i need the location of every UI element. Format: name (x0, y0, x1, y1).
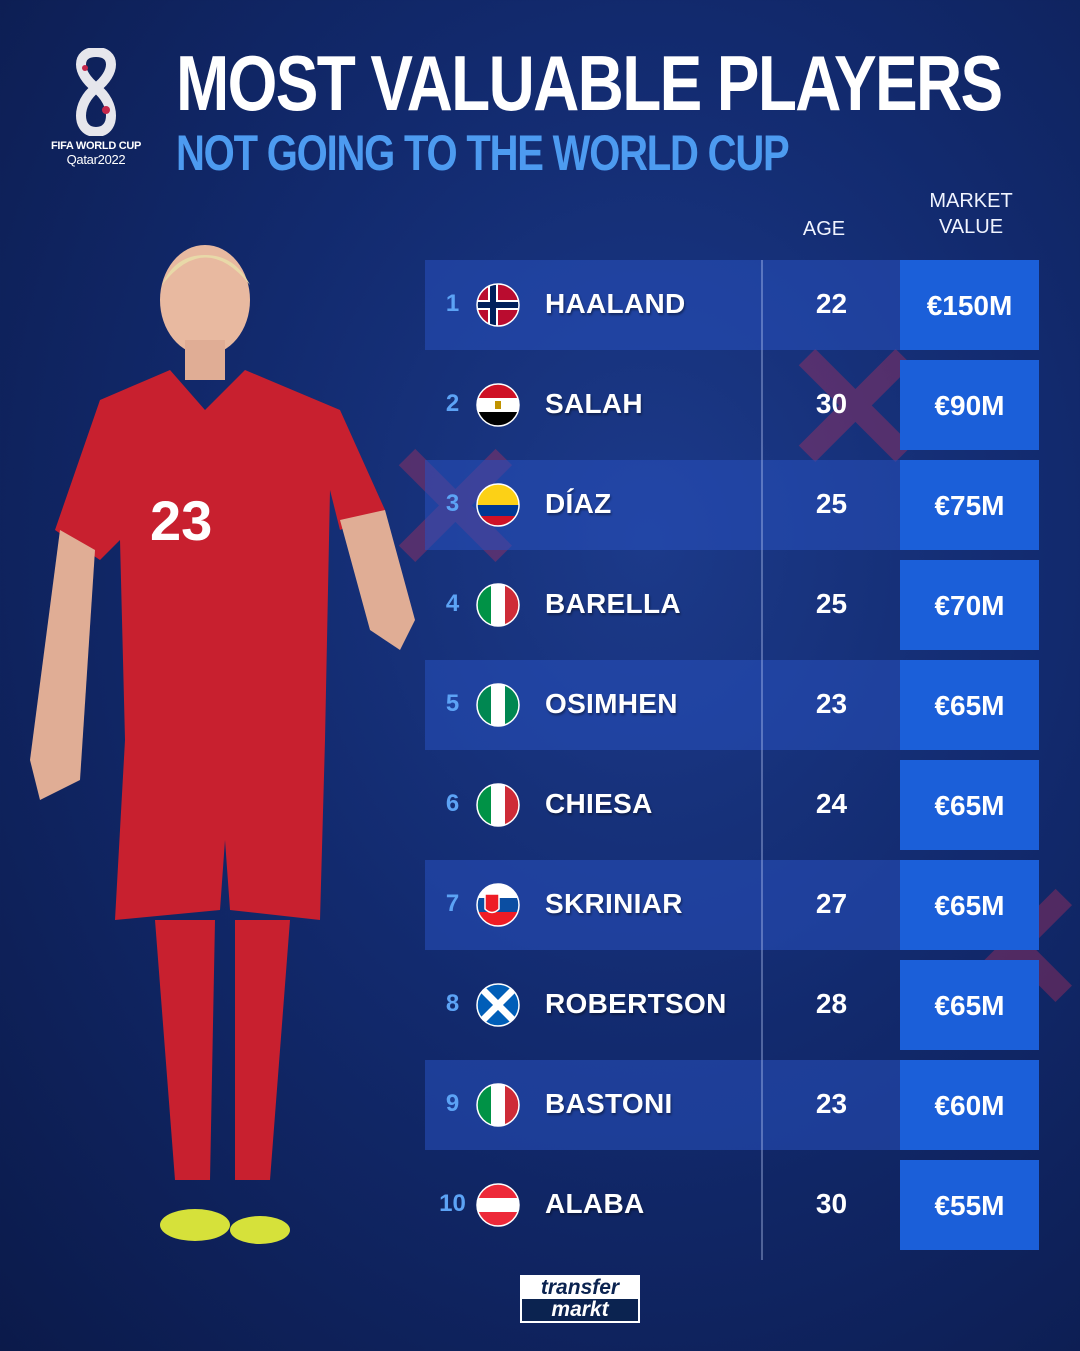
player-market-value: €55M (900, 1160, 1039, 1250)
column-divider (761, 260, 763, 360)
logo-line2: Qatar2022 (66, 152, 126, 167)
player-row: 4 BARELLA 25 €70M (425, 560, 1039, 660)
column-divider (761, 560, 763, 660)
player-rank: 8 (445, 990, 460, 1017)
player-market-value: €75M (900, 460, 1039, 550)
flag-nigeria-icon (476, 683, 520, 727)
fifa-world-cup-logo: FIFA WORLD CUP Qatar2022 (44, 48, 148, 167)
column-divider (761, 760, 763, 860)
logo-line1: FIFA WORLD CUP (50, 140, 142, 152)
market-value-header-line1: MARKET (929, 190, 1013, 212)
player-name: SKRINIAR (545, 888, 683, 919)
player-rank: 1 (445, 290, 460, 317)
player-market-value: €65M (900, 760, 1039, 850)
column-divider (761, 1060, 763, 1160)
player-age: 25 (815, 588, 848, 619)
player-name: OSIMHEN (545, 688, 678, 719)
player-market-value: €65M (900, 960, 1039, 1050)
column-divider (761, 960, 763, 1060)
player-rank: 6 (445, 790, 460, 817)
player-age: 23 (815, 1088, 848, 1119)
column-divider (761, 860, 763, 960)
market-value-header-line2: VALUE (938, 216, 1004, 238)
player-row: 6 CHIESA 24 €65M (425, 760, 1039, 860)
player-rank: 4 (445, 590, 460, 617)
player-photo: 23 (30, 245, 415, 1244)
flag-austria-icon (476, 1183, 520, 1227)
player-rank: 2 (445, 390, 460, 417)
player-name: BASTONI (545, 1088, 673, 1119)
player-name: ALABA (545, 1188, 645, 1219)
player-row: 7 SKRINIAR 27 €65M (425, 860, 1039, 960)
player-age: 28 (815, 988, 848, 1019)
player-row: 10 ALABA 30 €55M (425, 1160, 1039, 1260)
player-row: 3 DÍAZ 25 €75M (425, 460, 1039, 560)
player-row: 1 HAALAND 22 €150M (425, 260, 1039, 360)
transfermarkt-logo-line1: transfer (540, 1276, 620, 1299)
flag-italy-icon (476, 1083, 520, 1127)
player-row: 2 SALAH 30 €90M (425, 360, 1039, 460)
player-rank: 3 (445, 490, 460, 517)
flag-italy-icon (476, 583, 520, 627)
player-age: 23 (815, 688, 848, 719)
player-name: DÍAZ (545, 488, 612, 519)
player-market-value: €65M (900, 660, 1039, 750)
flag-italy-icon (476, 783, 520, 827)
player-market-value: €150M (900, 260, 1039, 350)
player-age: 30 (815, 388, 848, 419)
flag-colombia-icon (476, 483, 520, 527)
player-rank: 9 (445, 1090, 460, 1117)
player-row: 8 ROBERTSON 28 €65M (425, 960, 1039, 1060)
column-divider (761, 460, 763, 560)
flag-egypt-icon (476, 383, 520, 427)
page-subtitle: NOT GOING TO THE WORLD CUP (176, 125, 790, 181)
svg-text:23: 23 (150, 489, 212, 552)
player-rank: 10 (439, 1190, 466, 1217)
player-market-value: €90M (900, 360, 1039, 450)
player-rank: 7 (445, 890, 460, 917)
age-header: AGE (802, 218, 846, 240)
player-age: 30 (815, 1188, 848, 1219)
flag-scotland-icon (476, 983, 520, 1027)
player-name: SALAH (545, 388, 643, 419)
market-value-header: MARKET VALUE (906, 188, 1036, 240)
player-name: CHIESA (545, 788, 653, 819)
player-market-value: €70M (900, 560, 1039, 650)
player-age: 22 (815, 288, 848, 319)
player-name: HAALAND (545, 288, 686, 319)
page-title: MOST VALUABLE PLAYERS (176, 39, 1003, 127)
column-divider (761, 1160, 763, 1260)
column-divider (761, 660, 763, 760)
player-row: 5 OSIMHEN 23 €65M (425, 660, 1039, 760)
player-age: 24 (815, 788, 848, 819)
transfermarkt-logo: transfer markt (520, 1275, 640, 1323)
player-age: 27 (815, 888, 848, 919)
player-rank: 5 (445, 690, 460, 717)
player-market-value: €65M (900, 860, 1039, 950)
player-name: BARELLA (545, 588, 681, 619)
player-age: 25 (815, 488, 848, 519)
player-market-value: €60M (900, 1060, 1039, 1150)
flag-slovakia-icon (476, 883, 520, 927)
flag-norway-icon (476, 283, 520, 327)
transfermarkt-logo-line2: markt (522, 1299, 638, 1321)
player-name: ROBERTSON (545, 988, 727, 1019)
column-divider (761, 360, 763, 460)
player-row: 9 BASTONI 23 €60M (425, 1060, 1039, 1160)
